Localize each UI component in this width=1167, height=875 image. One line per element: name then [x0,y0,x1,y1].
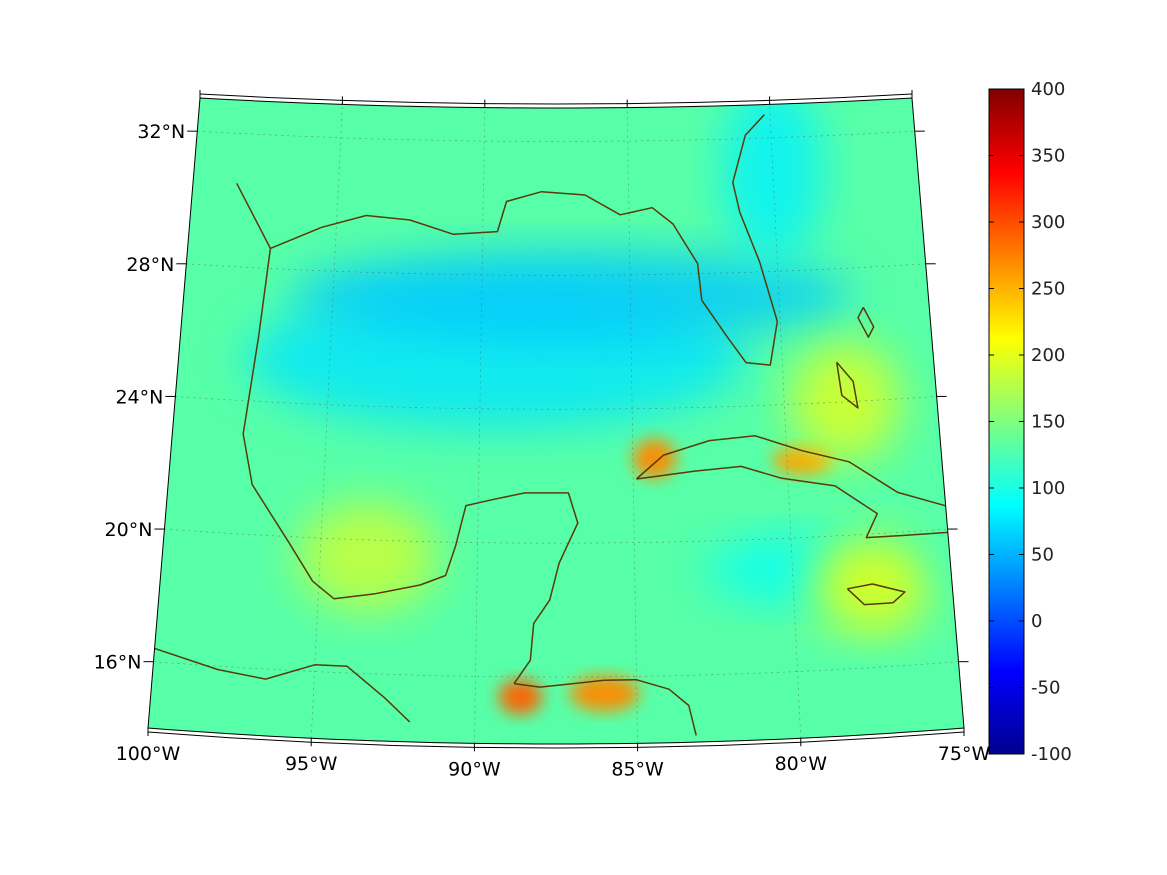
frame-bar-bottom [474,746,557,749]
coast-north-gulf [270,114,779,366]
colorbar: 400 350 300 250 200 150 100 50 0 -50 -100 [988,79,1072,765]
graticule [153,104,959,744]
coast-jamaica [846,583,906,606]
colorbar-tick-label: 300 [1031,212,1065,233]
frame-bar-top [342,99,414,103]
lon-tick-label: 90°W [448,758,501,780]
lat-tick-label: 16°N [94,652,142,674]
coastlines [154,114,964,736]
heatmap-field [148,98,964,744]
colorbar-gradient [988,88,1025,755]
meridian-line [310,104,343,739]
map-frame-bars [147,93,965,749]
colorbar-tick-label: -50 [1031,678,1060,699]
lon-tick-label: 95°W [285,753,338,775]
coast-bahamas-abaco [857,307,875,338]
colorbar-tick-label: 350 [1031,146,1065,167]
frame-bar-top [271,97,343,101]
frame-bar-bottom [637,744,720,748]
meridian-line [474,107,486,744]
lon-tick-label: 75°W [938,743,991,765]
meridian-line [769,104,802,739]
frame-bar-bottom [229,737,312,743]
frame-bar-bottom [147,731,230,739]
colorbar-tick-label: 50 [1031,545,1054,566]
colorbar-ticks: 400 350 300 250 200 150 100 50 0 -50 -100 [989,79,1072,765]
coast-gulf [236,182,579,685]
parallel-line [153,661,959,678]
frame-bar-top [627,101,699,105]
colorbar-tick-label: -100 [1031,744,1072,765]
frame-bar-bottom [392,744,475,748]
field-feature-2 [722,98,823,262]
colorbar-tick-label: 200 [1031,345,1065,366]
frame-bar-top [840,93,913,99]
field-feature-3 [632,438,677,479]
frame-bar-top [199,93,272,99]
frame-bar-bottom [555,746,638,749]
colorbar-tick-label: 100 [1031,478,1065,499]
colorbar-tick-label: 150 [1031,412,1065,433]
lat-tick-label: 32°N [137,121,185,143]
meridian-line [626,107,638,744]
colorbar-tick-label: 250 [1031,279,1065,300]
lat-tick-label: 28°N [126,254,174,276]
frame-bar-bottom [882,731,965,739]
parallel-line [164,528,948,544]
frame-bar-bottom [311,741,393,746]
field-feature-1 [290,250,851,341]
frame-bar-top [698,99,770,103]
frame-bar-top [769,97,841,101]
field-feature-6 [569,675,640,712]
frame-bar-bottom [719,741,801,746]
field-feature-7 [297,501,438,612]
colorbar-tick-label: 400 [1031,79,1065,100]
colorbar-tick-label: 0 [1031,611,1042,632]
field-feature-10 [790,341,901,462]
axis-ticks [143,90,969,752]
coast-bahamas-andros [835,361,859,409]
lon-tick-label: 85°W [611,758,664,780]
frame-bar-top [413,101,485,105]
lat-tick-label: 20°N [105,519,153,541]
parallel-line [175,396,937,410]
lon-tick-label: 80°W [775,753,828,775]
coast-honduras [513,679,697,736]
field-feature-5 [498,679,543,715]
axis-labels: 100°W 95°W 90°W 85°W 80°W 75°W 32°N 28°N 24°N 20°… [94,121,991,780]
lon-tick-label: 100°W [116,743,181,765]
frame-bar-bottom [800,737,883,743]
lat-tick-label: 24°N [115,386,163,408]
